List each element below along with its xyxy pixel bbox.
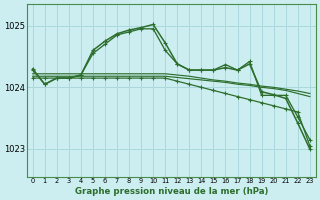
X-axis label: Graphe pression niveau de la mer (hPa): Graphe pression niveau de la mer (hPa)	[75, 187, 268, 196]
